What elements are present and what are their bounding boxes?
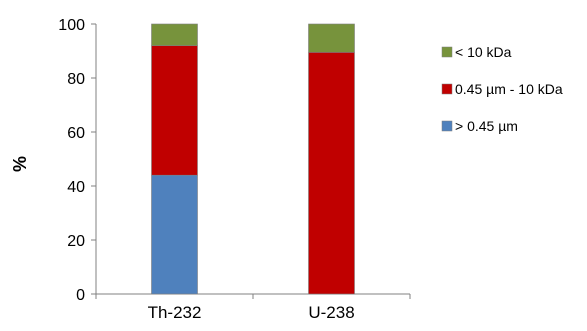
bar-segment bbox=[151, 23, 198, 46]
legend-swatch bbox=[441, 83, 453, 95]
bar-segment bbox=[308, 52, 355, 295]
legend-label: 0.45 µm - 10 kDa bbox=[455, 81, 563, 97]
x-tick-label: Th-232 bbox=[148, 303, 202, 322]
y-tick-label: 40 bbox=[67, 179, 85, 196]
y-tick-label: 60 bbox=[67, 125, 85, 142]
bar-segment bbox=[151, 174, 198, 295]
y-axis: 0 20 40 60 80 100 bbox=[58, 17, 97, 304]
legend-label: > 0.45 µm bbox=[455, 118, 518, 134]
y-tick-label: 100 bbox=[58, 17, 85, 34]
legend-label: < 10 kDa bbox=[455, 44, 512, 60]
x-axis: Th-232 U-238 bbox=[95, 293, 411, 322]
bar-segment bbox=[308, 23, 355, 53]
bar-segment bbox=[151, 45, 198, 176]
y-axis-label: % bbox=[10, 156, 30, 172]
y-tick-label: 80 bbox=[67, 71, 85, 88]
legend-swatch bbox=[441, 46, 453, 58]
legend: < 10 kDa 0.45 µm - 10 kDa > 0.45 µm bbox=[441, 44, 563, 134]
y-tick-label: 0 bbox=[76, 287, 85, 304]
y-tick-label: 20 bbox=[67, 233, 85, 250]
legend-swatch bbox=[441, 120, 453, 132]
bars bbox=[151, 23, 355, 295]
x-tick-label: U-238 bbox=[308, 303, 354, 322]
